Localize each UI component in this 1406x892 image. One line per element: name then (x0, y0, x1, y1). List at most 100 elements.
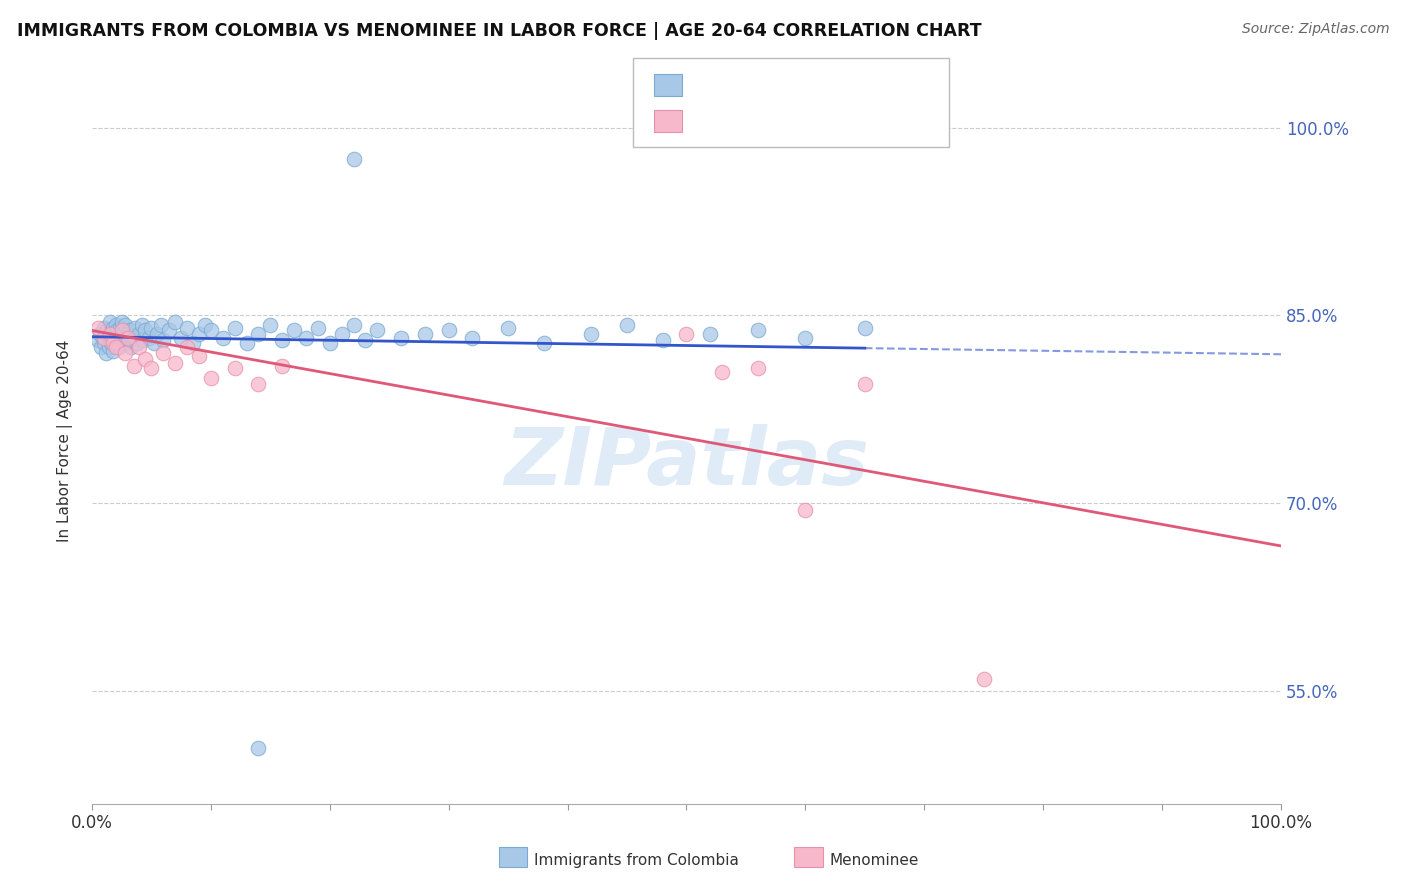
Point (157, 323, 180, 337)
Point (853, 321, 876, 335)
Point (93, 336, 115, 351)
Point (128, 340, 150, 354)
Point (366, 323, 388, 337)
Point (111, 334, 134, 348)
Point (533, 336, 555, 351)
Point (93, 321, 115, 335)
Point (103, 343, 125, 358)
Point (122, 359, 145, 373)
Text: Source: ZipAtlas.com: Source: ZipAtlas.com (1241, 22, 1389, 37)
Point (112, 336, 135, 351)
Point (176, 340, 198, 354)
Text: 26: 26 (848, 113, 869, 128)
Point (98, 331, 121, 345)
Point (87, 321, 110, 335)
Point (110, 321, 132, 335)
Point (134, 323, 156, 337)
Point (128, 327, 150, 342)
Point (131, 318, 153, 333)
Text: -0.550: -0.550 (728, 113, 783, 128)
Point (496, 321, 519, 335)
Point (90, 340, 112, 354)
Point (111, 315, 134, 329)
Point (117, 331, 139, 345)
Point (747, 323, 769, 337)
Point (107, 331, 129, 345)
Point (581, 327, 603, 342)
Point (271, 334, 294, 348)
Point (247, 327, 270, 342)
Point (437, 323, 460, 337)
Point (247, 740, 270, 755)
Text: IMMIGRANTS FROM COLOMBIA VS MENOMINEE IN LABOR FORCE | AGE 20-64 CORRELATION CHA: IMMIGRANTS FROM COLOMBIA VS MENOMINEE IN… (17, 22, 981, 40)
Point (149, 318, 172, 333)
Point (711, 365, 734, 379)
Point (100, 336, 122, 351)
Point (104, 327, 127, 342)
Point (97, 340, 120, 354)
Text: Menominee: Menominee (830, 854, 920, 868)
Point (200, 323, 222, 337)
Point (96, 346, 118, 360)
Point (853, 377, 876, 392)
Point (101, 327, 124, 342)
Point (187, 327, 209, 342)
Point (103, 321, 125, 335)
Point (354, 334, 377, 348)
Point (247, 377, 270, 392)
Point (87, 334, 110, 348)
Point (224, 361, 246, 376)
Point (152, 346, 174, 360)
Point (111, 327, 134, 342)
Point (224, 321, 246, 335)
Point (127, 336, 149, 351)
Point (211, 331, 233, 345)
Point (98, 327, 121, 342)
Point (114, 346, 136, 360)
Point (794, 331, 817, 345)
Text: 82: 82 (848, 78, 869, 93)
Point (103, 336, 125, 351)
Point (170, 331, 193, 345)
Point (461, 331, 484, 345)
Point (89, 327, 111, 342)
Point (141, 321, 163, 335)
Point (651, 334, 673, 348)
Point (152, 334, 174, 348)
Point (134, 352, 156, 367)
Point (165, 315, 187, 329)
Point (124, 321, 146, 335)
Text: Immigrants from Colombia: Immigrants from Colombia (534, 854, 740, 868)
Point (117, 327, 139, 342)
Point (108, 340, 131, 354)
Point (307, 321, 329, 335)
Point (176, 321, 198, 335)
Point (141, 361, 163, 376)
Text: N =: N = (808, 78, 842, 93)
Point (138, 331, 160, 345)
Point (319, 336, 342, 351)
Text: N =: N = (808, 113, 842, 128)
Point (330, 327, 353, 342)
Point (104, 336, 127, 351)
Point (699, 327, 721, 342)
Point (118, 323, 141, 337)
Point (342, 318, 364, 333)
Point (93, 331, 115, 345)
Point (342, 152, 364, 166)
Point (389, 331, 412, 345)
Text: R =: R = (689, 78, 723, 93)
Point (96, 323, 118, 337)
Point (120, 340, 142, 354)
Point (103, 334, 125, 348)
Point (616, 318, 638, 333)
Point (104, 318, 127, 333)
Point (187, 349, 209, 363)
Point (271, 359, 294, 373)
Point (194, 318, 217, 333)
Text: ZIPatlas: ZIPatlas (503, 424, 869, 501)
Point (105, 323, 128, 337)
Point (96, 327, 118, 342)
Point (259, 318, 281, 333)
Point (295, 331, 318, 345)
